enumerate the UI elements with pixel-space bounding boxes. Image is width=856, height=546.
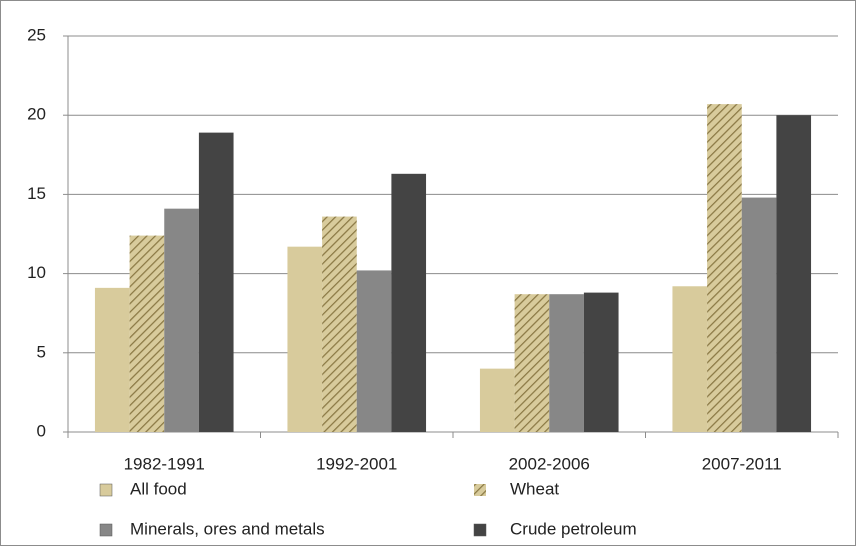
y-tick-label: 15 (27, 184, 46, 203)
y-tick-label: 10 (27, 263, 46, 282)
legend-label: All food (130, 479, 187, 498)
bar (583, 292, 619, 432)
bar (776, 115, 812, 432)
x-tick-label: 1982-1991 (124, 454, 205, 473)
legend-swatch (474, 484, 486, 496)
bar (164, 208, 199, 432)
bar (322, 216, 357, 432)
bar (356, 270, 392, 432)
x-tick-label: 2002-2006 (509, 454, 590, 473)
legend-swatch (99, 483, 113, 497)
y-tick-label: 5 (37, 342, 46, 361)
bar (707, 104, 742, 432)
bar (549, 294, 584, 432)
bar (287, 246, 323, 432)
bar (741, 197, 777, 432)
legend-label: Minerals, ores and metals (130, 519, 325, 538)
legend-swatch (99, 523, 113, 537)
bar (391, 173, 427, 433)
x-tick-label: 2007-2011 (702, 454, 782, 473)
bar (198, 132, 234, 432)
bar (94, 287, 130, 432)
y-tick-label: 20 (27, 105, 46, 124)
bar (514, 294, 550, 432)
y-tick-label: 25 (27, 25, 46, 44)
legend-label: Crude petroleum (510, 519, 637, 538)
bar (129, 235, 165, 432)
bar (672, 286, 708, 432)
legend-swatch (473, 523, 487, 537)
x-tick-label: 1992-2001 (316, 454, 397, 473)
y-tick-label: 0 (37, 421, 46, 440)
legend-label: Wheat (510, 479, 559, 498)
bar (479, 368, 515, 432)
